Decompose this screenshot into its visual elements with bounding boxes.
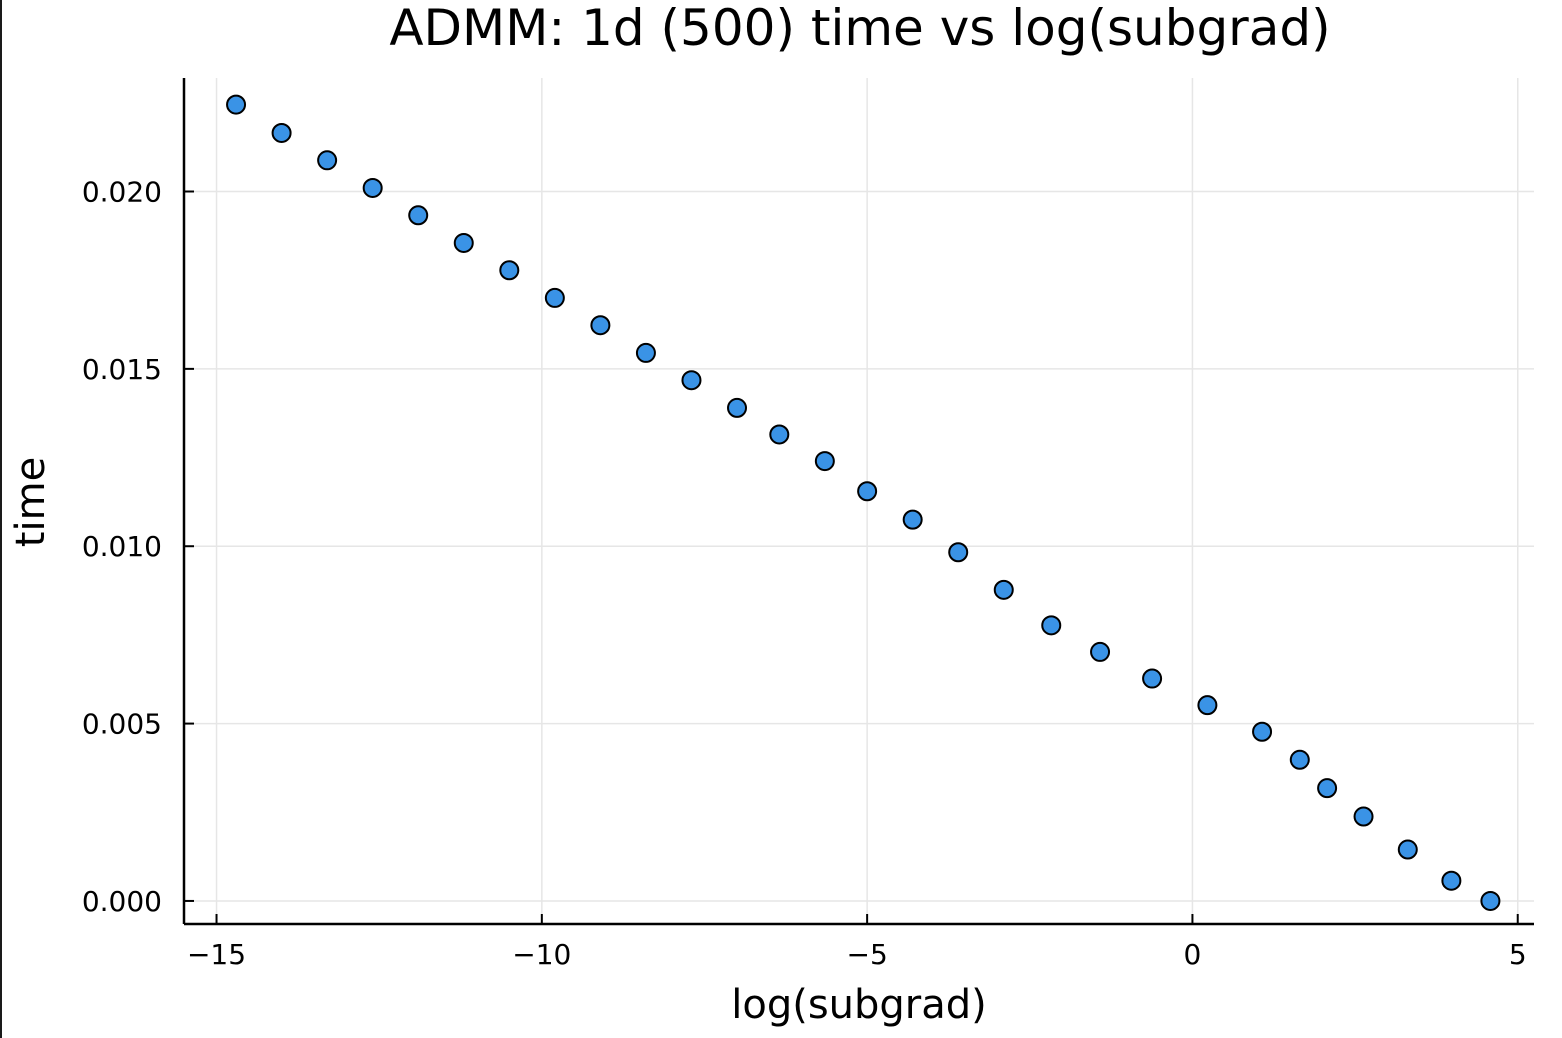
window-left-edge: [0, 0, 2, 1038]
tick-labels: −15 −10 −5 0 5 0.000 0.005 0.010 0.015 0.020: [82, 176, 1527, 971]
data-point: [814, 451, 835, 472]
y-tick-label: 0.010: [82, 530, 162, 563]
x-tick-label: −10: [512, 938, 571, 971]
grid-lines: [184, 78, 1534, 924]
y-axis-label: time: [8, 457, 54, 547]
data-point: [727, 397, 748, 418]
data-point: [453, 232, 474, 253]
x-tick-label: −5: [846, 938, 887, 971]
data-point: [1142, 668, 1163, 689]
x-tick-label: 5: [1509, 938, 1527, 971]
chart-title: ADMM: 1d (500) time vs log(subgrad): [389, 0, 1330, 57]
data-point: [857, 481, 878, 502]
data-point: [1041, 615, 1062, 636]
data-point: [1353, 806, 1374, 827]
data-point: [681, 370, 702, 391]
data-point: [226, 94, 247, 115]
y-tick-label: 0.005: [82, 708, 162, 741]
data-point: [902, 509, 923, 530]
data-point: [1289, 749, 1310, 770]
axes: [182, 78, 1534, 926]
data-point: [499, 260, 520, 281]
data-point: [1197, 695, 1218, 716]
x-tick-label: −15: [187, 938, 246, 971]
data-point: [993, 579, 1014, 600]
data-point: [635, 342, 656, 363]
data-point: [1480, 890, 1501, 911]
y-tick-label: 0.000: [82, 885, 162, 918]
x-tick-label: 0: [1184, 938, 1202, 971]
data-point: [317, 150, 338, 171]
data-point: [1252, 721, 1273, 742]
y-tick-label: 0.020: [82, 176, 162, 209]
data-point: [1441, 870, 1462, 891]
data-point: [1397, 839, 1418, 860]
data-points: [226, 94, 1501, 911]
data-point: [769, 424, 790, 445]
data-point: [1090, 641, 1111, 662]
data-point: [408, 205, 429, 226]
data-point: [948, 542, 969, 563]
data-point: [544, 287, 565, 308]
x-axis-label: log(subgrad): [731, 982, 987, 1028]
y-tick-label: 0.015: [82, 353, 162, 386]
data-point: [590, 315, 611, 336]
data-point: [271, 122, 292, 143]
data-point: [1317, 778, 1338, 799]
data-point: [362, 177, 383, 198]
